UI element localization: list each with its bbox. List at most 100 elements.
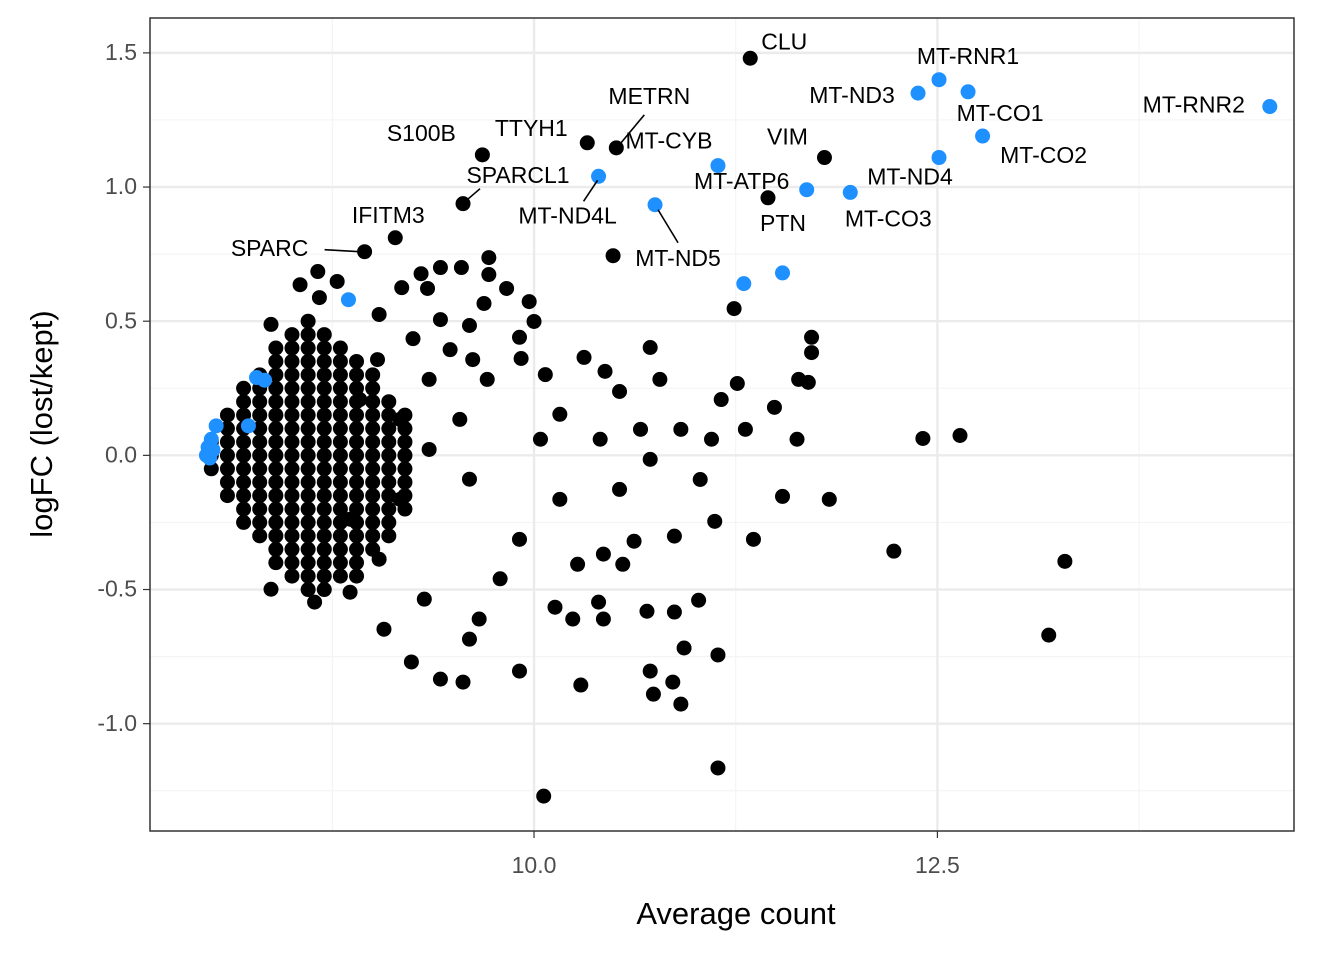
point bbox=[804, 345, 820, 361]
point bbox=[219, 474, 235, 490]
point bbox=[465, 352, 481, 368]
point bbox=[284, 380, 300, 396]
point bbox=[365, 514, 381, 530]
point bbox=[268, 514, 284, 530]
point bbox=[268, 488, 284, 504]
point bbox=[365, 501, 381, 517]
point bbox=[316, 380, 332, 396]
point bbox=[547, 599, 563, 615]
point bbox=[726, 301, 742, 317]
point bbox=[565, 611, 581, 627]
point bbox=[300, 474, 316, 490]
point-label: MT-RNR1 bbox=[917, 43, 1019, 69]
point bbox=[332, 461, 348, 477]
point bbox=[300, 367, 316, 383]
point bbox=[365, 447, 381, 463]
point bbox=[219, 407, 235, 423]
point bbox=[349, 434, 365, 450]
point bbox=[300, 528, 316, 544]
point bbox=[639, 603, 655, 619]
point bbox=[642, 663, 658, 679]
point bbox=[760, 190, 776, 206]
point bbox=[775, 488, 791, 504]
point bbox=[268, 353, 284, 369]
point bbox=[591, 168, 607, 184]
point bbox=[300, 501, 316, 517]
point bbox=[268, 555, 284, 571]
point bbox=[397, 474, 413, 490]
point bbox=[300, 582, 316, 598]
point bbox=[236, 501, 252, 517]
point bbox=[284, 327, 300, 343]
point bbox=[208, 418, 224, 434]
point bbox=[713, 392, 729, 408]
y-tick-label: -0.5 bbox=[97, 576, 137, 602]
point bbox=[205, 442, 221, 458]
point bbox=[673, 421, 689, 437]
point bbox=[421, 441, 437, 457]
point bbox=[931, 150, 947, 166]
point bbox=[591, 594, 607, 610]
point bbox=[332, 394, 348, 410]
x-tick-label: 10.0 bbox=[512, 852, 557, 878]
point bbox=[349, 447, 365, 463]
label-leader bbox=[324, 248, 360, 253]
point-label: MT-ND4 bbox=[867, 164, 953, 190]
point bbox=[381, 501, 397, 517]
point bbox=[513, 350, 529, 366]
point bbox=[316, 327, 332, 343]
point bbox=[300, 461, 316, 477]
point bbox=[371, 551, 387, 567]
point bbox=[300, 313, 316, 329]
point bbox=[512, 531, 528, 547]
point bbox=[300, 353, 316, 369]
x-tick-label: 12.5 bbox=[915, 852, 960, 878]
point-label: PTN bbox=[760, 210, 806, 236]
point bbox=[332, 447, 348, 463]
point bbox=[397, 434, 413, 450]
point bbox=[300, 514, 316, 530]
point bbox=[729, 375, 745, 391]
point bbox=[268, 340, 284, 356]
point bbox=[252, 434, 268, 450]
point bbox=[1041, 627, 1057, 643]
point bbox=[236, 380, 252, 396]
point bbox=[376, 621, 392, 637]
point bbox=[804, 329, 820, 345]
point bbox=[381, 488, 397, 504]
point bbox=[316, 434, 332, 450]
point bbox=[710, 158, 726, 174]
point bbox=[252, 421, 268, 437]
point bbox=[236, 434, 252, 450]
point bbox=[766, 399, 782, 415]
point bbox=[252, 501, 268, 517]
point bbox=[536, 788, 552, 804]
point bbox=[300, 568, 316, 584]
point bbox=[381, 447, 397, 463]
point bbox=[405, 331, 421, 347]
point bbox=[365, 367, 381, 383]
point-label: MT-ND3 bbox=[809, 82, 895, 108]
point bbox=[349, 380, 365, 396]
point bbox=[268, 407, 284, 423]
point bbox=[421, 371, 437, 387]
point bbox=[316, 461, 332, 477]
point bbox=[666, 528, 682, 544]
point-label: SPARC bbox=[231, 235, 309, 261]
point bbox=[268, 501, 284, 517]
point bbox=[252, 528, 268, 544]
point bbox=[775, 265, 791, 281]
point bbox=[268, 528, 284, 544]
point bbox=[263, 316, 279, 332]
point-label: MT-CO1 bbox=[957, 100, 1044, 126]
point bbox=[332, 501, 348, 517]
point bbox=[300, 488, 316, 504]
point bbox=[268, 394, 284, 410]
point bbox=[219, 447, 235, 463]
point bbox=[532, 431, 548, 447]
point bbox=[284, 353, 300, 369]
point bbox=[737, 421, 753, 437]
point bbox=[236, 488, 252, 504]
point bbox=[420, 280, 436, 296]
